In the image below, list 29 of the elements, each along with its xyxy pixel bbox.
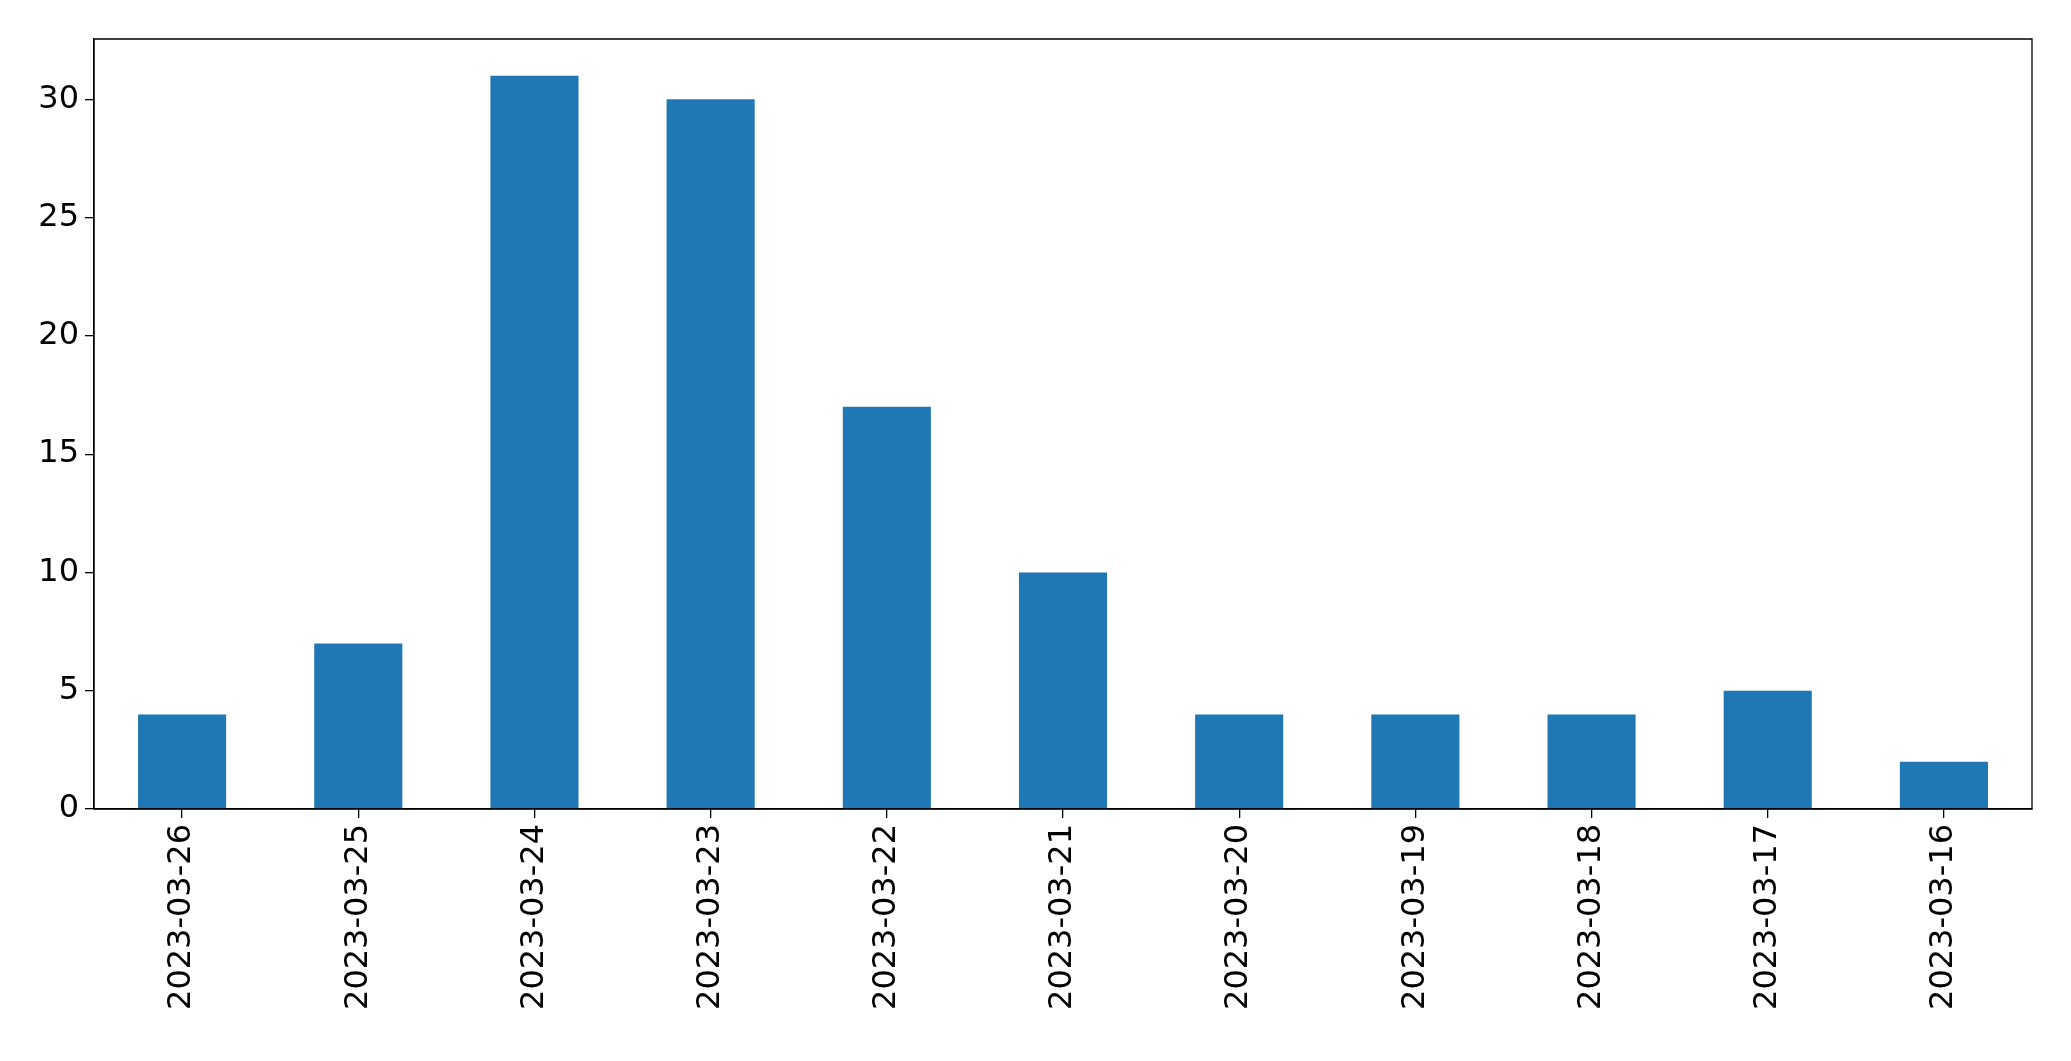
x-tick-label: 2023-03-18 [1569, 824, 1608, 1010]
y-tick-label: 0 [58, 787, 79, 826]
x-tick-label: 2023-03-20 [1217, 824, 1256, 1010]
bar [314, 643, 403, 809]
bar [1195, 714, 1284, 809]
y-tick-label: 15 [38, 432, 79, 471]
x-tick-label: 2023-03-24 [512, 824, 551, 1010]
bar [1371, 714, 1460, 809]
bar [666, 99, 755, 809]
x-tick-label: 2023-03-22 [865, 824, 904, 1010]
x-tick-label: 2023-03-21 [1041, 824, 1080, 1010]
y-tick-label: 10 [38, 550, 79, 589]
bar [842, 406, 931, 809]
bar [1723, 690, 1812, 809]
x-tick-label: 2023-03-17 [1746, 824, 1785, 1010]
x-tick-label: 2023-03-26 [160, 824, 199, 1010]
bar [1547, 714, 1636, 809]
bar [1018, 572, 1108, 809]
y-tick-label: 5 [58, 669, 79, 708]
y-tick-label: 20 [38, 314, 79, 353]
y-tick-label: 30 [38, 77, 79, 116]
x-tick-label: 2023-03-16 [1922, 824, 1961, 1010]
bar [1899, 761, 1988, 809]
y-tick-label: 25 [38, 195, 79, 234]
x-tick-label: 2023-03-25 [336, 824, 375, 1010]
bar [490, 75, 579, 809]
x-tick-label: 2023-03-23 [688, 824, 727, 1010]
x-tick-label: 2023-03-19 [1393, 824, 1432, 1010]
bar [138, 714, 227, 809]
